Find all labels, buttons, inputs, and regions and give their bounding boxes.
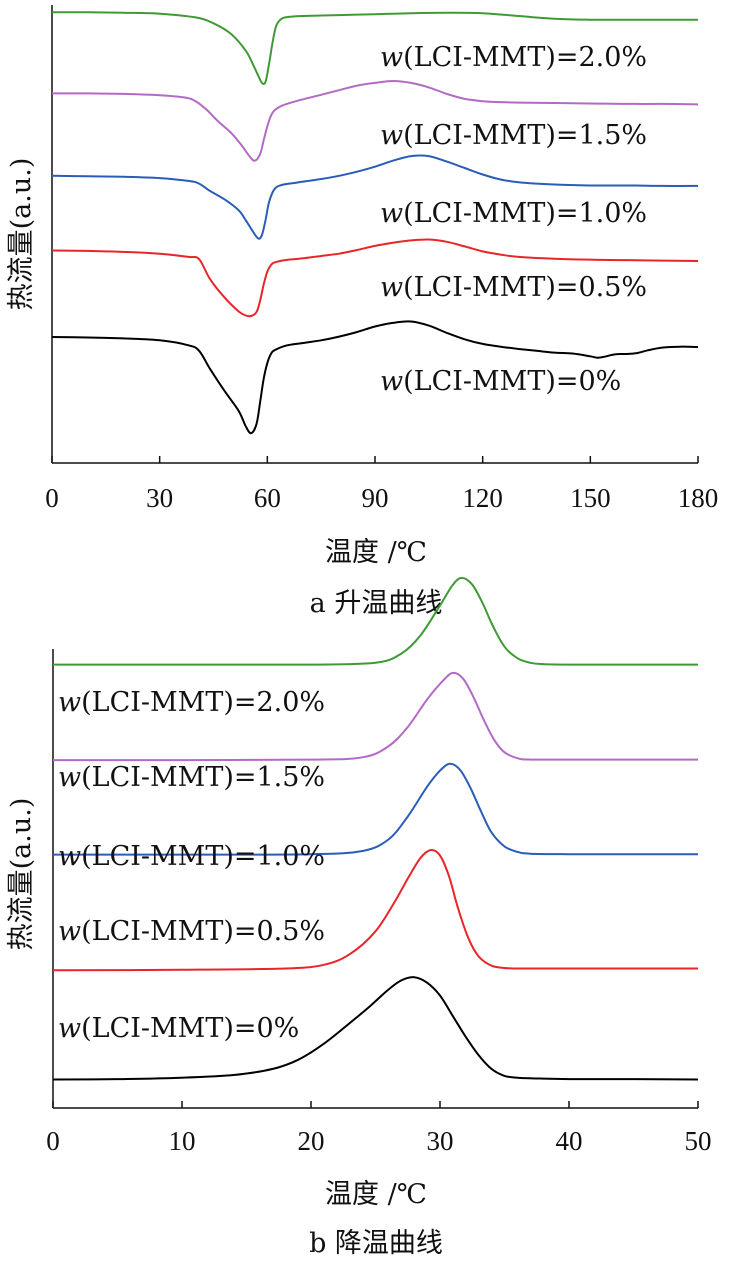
series-label: w(LCI-MMT)=2.0%: [58, 687, 325, 718]
series-line: [52, 848, 698, 972]
x-tick-label: 30: [427, 1126, 454, 1156]
series-label-value: (LCI-MMT)=0%: [81, 1013, 299, 1044]
series-line: [52, 576, 698, 666]
series-label: w(LCI-MMT)=0%: [380, 366, 621, 397]
series-label: w(LCI-MMT)=0.5%: [380, 272, 647, 303]
x-tick-label: 60: [254, 483, 281, 513]
series-label-value: (LCI-MMT)=0%: [403, 366, 621, 397]
x-tick-label: 150: [570, 483, 611, 513]
x-tick-label: 50: [685, 1126, 712, 1156]
heating-chart: 0 30 60 90 120 150 180 w(LCI-MMT)=0%w(LCI-MMT)…: [6, 5, 718, 619]
heating-y-axis-title: 热流量(a.u.): [6, 158, 37, 311]
series-line: [51, 238, 699, 318]
series-label-value: (LCI-MMT)=1.5%: [403, 120, 647, 151]
series-label-variable: w: [58, 916, 81, 947]
series-line: [51, 11, 698, 85]
x-tick-label: 20: [298, 1126, 325, 1156]
series-line: [52, 671, 698, 762]
heating-series: [51, 11, 699, 435]
heating-caption: a 升温曲线: [310, 588, 443, 619]
series-label: w(LCI-MMT)=2.0%: [380, 42, 647, 73]
series-label-variable: w: [58, 1013, 81, 1044]
series-label-variable: w: [58, 841, 81, 872]
series-label-variable: w: [380, 272, 403, 303]
series-label: w(LCI-MMT)=0%: [58, 1013, 299, 1044]
heating-x-ticks: 0 30 60 90 120 150 180: [45, 456, 718, 513]
series-label-variable: w: [380, 198, 403, 229]
x-tick-label: 180: [678, 483, 719, 513]
series-label: w(LCI-MMT)=0.5%: [58, 916, 325, 947]
series-label: w(LCI-MMT)=1.5%: [380, 120, 647, 151]
cooling-y-axis-title: 热流量(a.u.): [6, 798, 37, 951]
heating-series-labels: w(LCI-MMT)=0%w(LCI-MMT)=0.5%w(LCI-MMT)=1…: [380, 42, 647, 397]
cooling-x-axis-title: 温度 /℃: [325, 1179, 427, 1210]
cooling-chart: 0 10 20 30 40 50 w(LCI-MMT)=0%w(LCI-MMT)=0.5%…: [6, 576, 712, 1259]
x-tick-label: 0: [46, 1126, 60, 1156]
heating-x-axis-title: 温度 /℃: [325, 537, 427, 568]
series-label: w(LCI-MMT)=1.0%: [380, 198, 647, 229]
series-label-variable: w: [380, 120, 403, 151]
cooling-caption: b 降温曲线: [309, 1228, 443, 1259]
series-line: [51, 80, 699, 162]
x-tick-label: 10: [169, 1126, 196, 1156]
series-label-value: (LCI-MMT)=0.5%: [403, 272, 647, 303]
series-label-value: (LCI-MMT)=1.0%: [403, 198, 647, 229]
x-tick-label: 30: [146, 483, 173, 513]
x-tick-label: 40: [556, 1126, 583, 1156]
series-label-value: (LCI-MMT)=0.5%: [81, 916, 325, 947]
x-tick-label: 90: [362, 483, 389, 513]
series-label-variable: w: [58, 762, 81, 793]
series-line: [51, 320, 699, 435]
series-label: w(LCI-MMT)=1.5%: [58, 762, 325, 793]
series-label-value: (LCI-MMT)=2.0%: [81, 687, 325, 718]
series-line: [52, 762, 698, 856]
series-label: w(LCI-MMT)=1.0%: [58, 841, 325, 872]
series-label-variable: w: [380, 42, 403, 73]
series-label-value: (LCI-MMT)=1.5%: [81, 762, 325, 793]
cooling-x-ticks: 0 10 20 30 40 50: [46, 1101, 712, 1156]
series-label-value: (LCI-MMT)=2.0%: [403, 42, 647, 73]
x-tick-label: 0: [45, 483, 59, 513]
cooling-series: [52, 576, 699, 1081]
x-tick-label: 120: [462, 483, 503, 513]
series-line: [51, 154, 699, 240]
series-label-variable: w: [58, 687, 81, 718]
series-label-variable: w: [380, 366, 403, 397]
series-line: [52, 976, 699, 1081]
series-label-value: (LCI-MMT)=1.0%: [81, 841, 325, 872]
cooling-series-labels: w(LCI-MMT)=0%w(LCI-MMT)=0.5%w(LCI-MMT)=1…: [58, 687, 325, 1044]
